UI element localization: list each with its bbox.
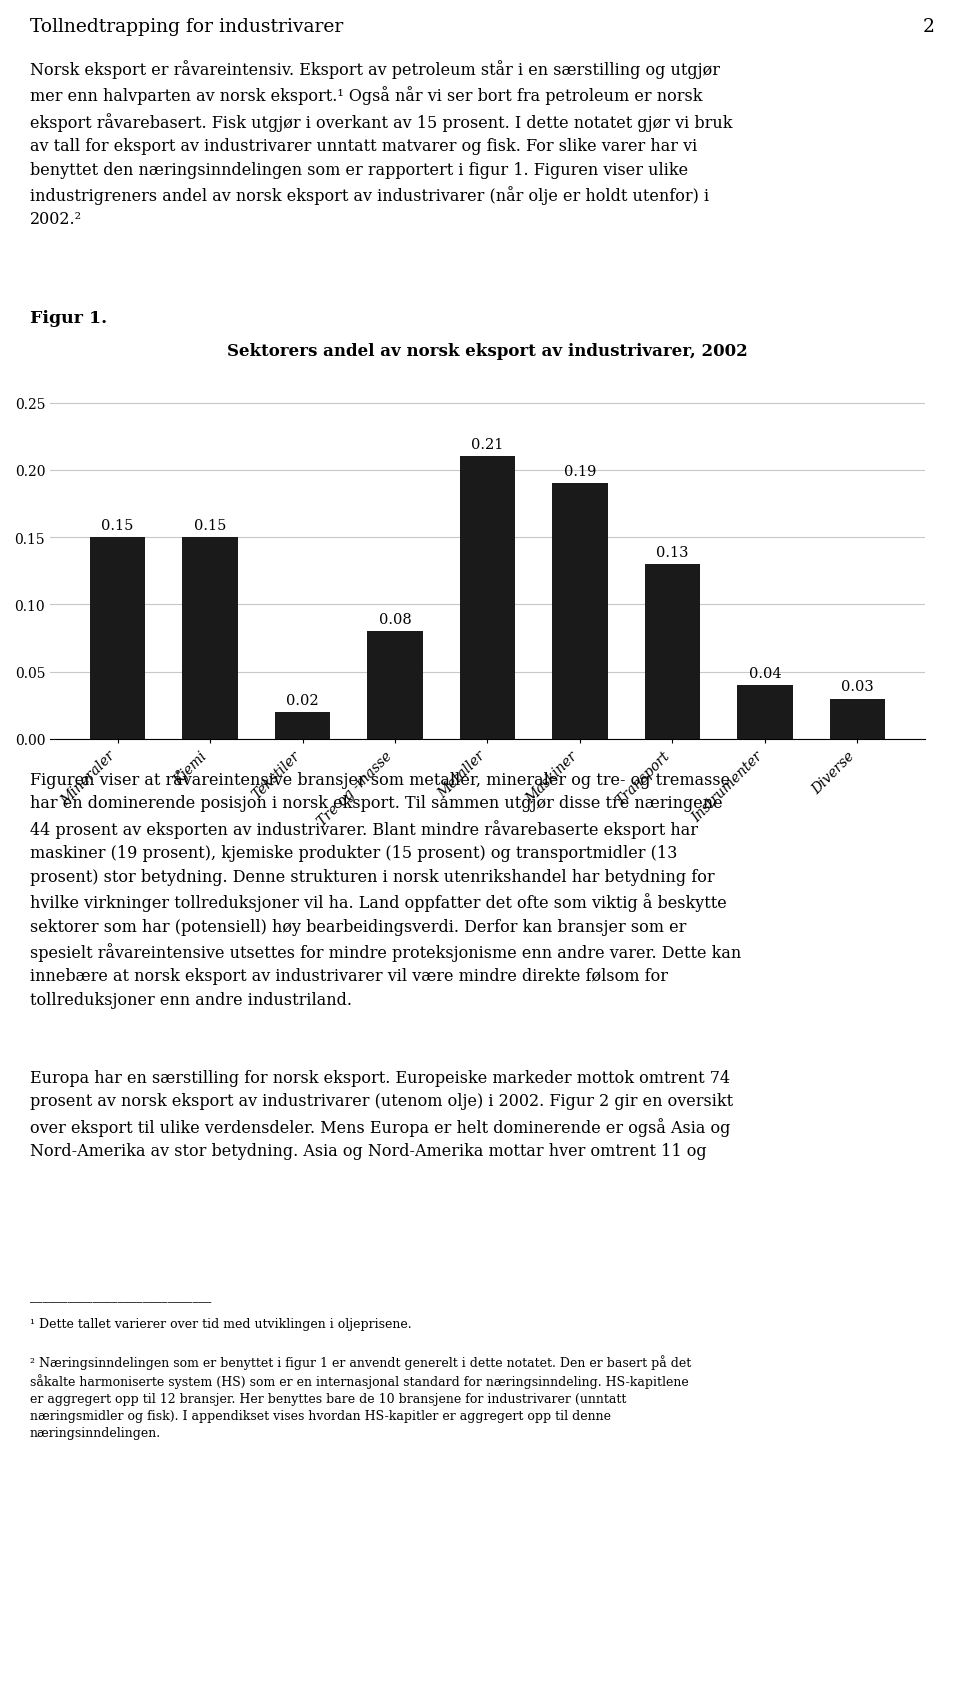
Text: 0.13: 0.13 — [657, 546, 688, 559]
Bar — [460, 458, 516, 740]
Text: Tollnedtrapping for industrivarer: Tollnedtrapping for industrivarer — [30, 19, 344, 35]
Text: Figur 1.: Figur 1. — [30, 309, 108, 326]
Text: Norsk eksport er råvareintensiv. Eksport av petroleum står i en særstilling og u: Norsk eksport er råvareintensiv. Eksport… — [30, 61, 732, 228]
Text: 0.21: 0.21 — [471, 437, 504, 451]
Bar — [552, 485, 608, 740]
Bar — [645, 564, 700, 740]
Bar — [737, 686, 793, 740]
Bar — [90, 537, 145, 740]
Bar — [368, 632, 422, 740]
Bar — [182, 537, 238, 740]
Text: ² Næringsinndelingen som er benyttet i figur 1 er anvendt generelt i dette notat: ² Næringsinndelingen som er benyttet i f… — [30, 1355, 691, 1439]
Bar — [275, 713, 330, 740]
Text: 0.08: 0.08 — [378, 613, 412, 627]
Title: Sektorers andel av norsk eksport av industrivarer, 2002: Sektorers andel av norsk eksport av indu… — [228, 343, 748, 360]
Text: 0.19: 0.19 — [564, 464, 596, 478]
Text: 0.03: 0.03 — [841, 681, 874, 694]
Text: 2: 2 — [923, 19, 935, 35]
Text: _____________________________: _____________________________ — [30, 1289, 211, 1302]
Text: ¹ Dette tallet varierer over tid med utviklingen i oljeprisene.: ¹ Dette tallet varierer over tid med utv… — [30, 1317, 412, 1331]
Text: Figuren viser at råvareintensive bransjer som metaller, mineraler og tre- og tre: Figuren viser at råvareintensive bransje… — [30, 770, 741, 1008]
Text: 0.02: 0.02 — [286, 692, 319, 708]
Text: Europa har en særstilling for norsk eksport. Europeiske markeder mottok omtrent : Europa har en særstilling for norsk eksp… — [30, 1069, 733, 1160]
Text: 0.15: 0.15 — [102, 519, 133, 532]
Text: 0.04: 0.04 — [749, 667, 781, 681]
Bar — [829, 699, 885, 740]
Text: 0.15: 0.15 — [194, 519, 227, 532]
